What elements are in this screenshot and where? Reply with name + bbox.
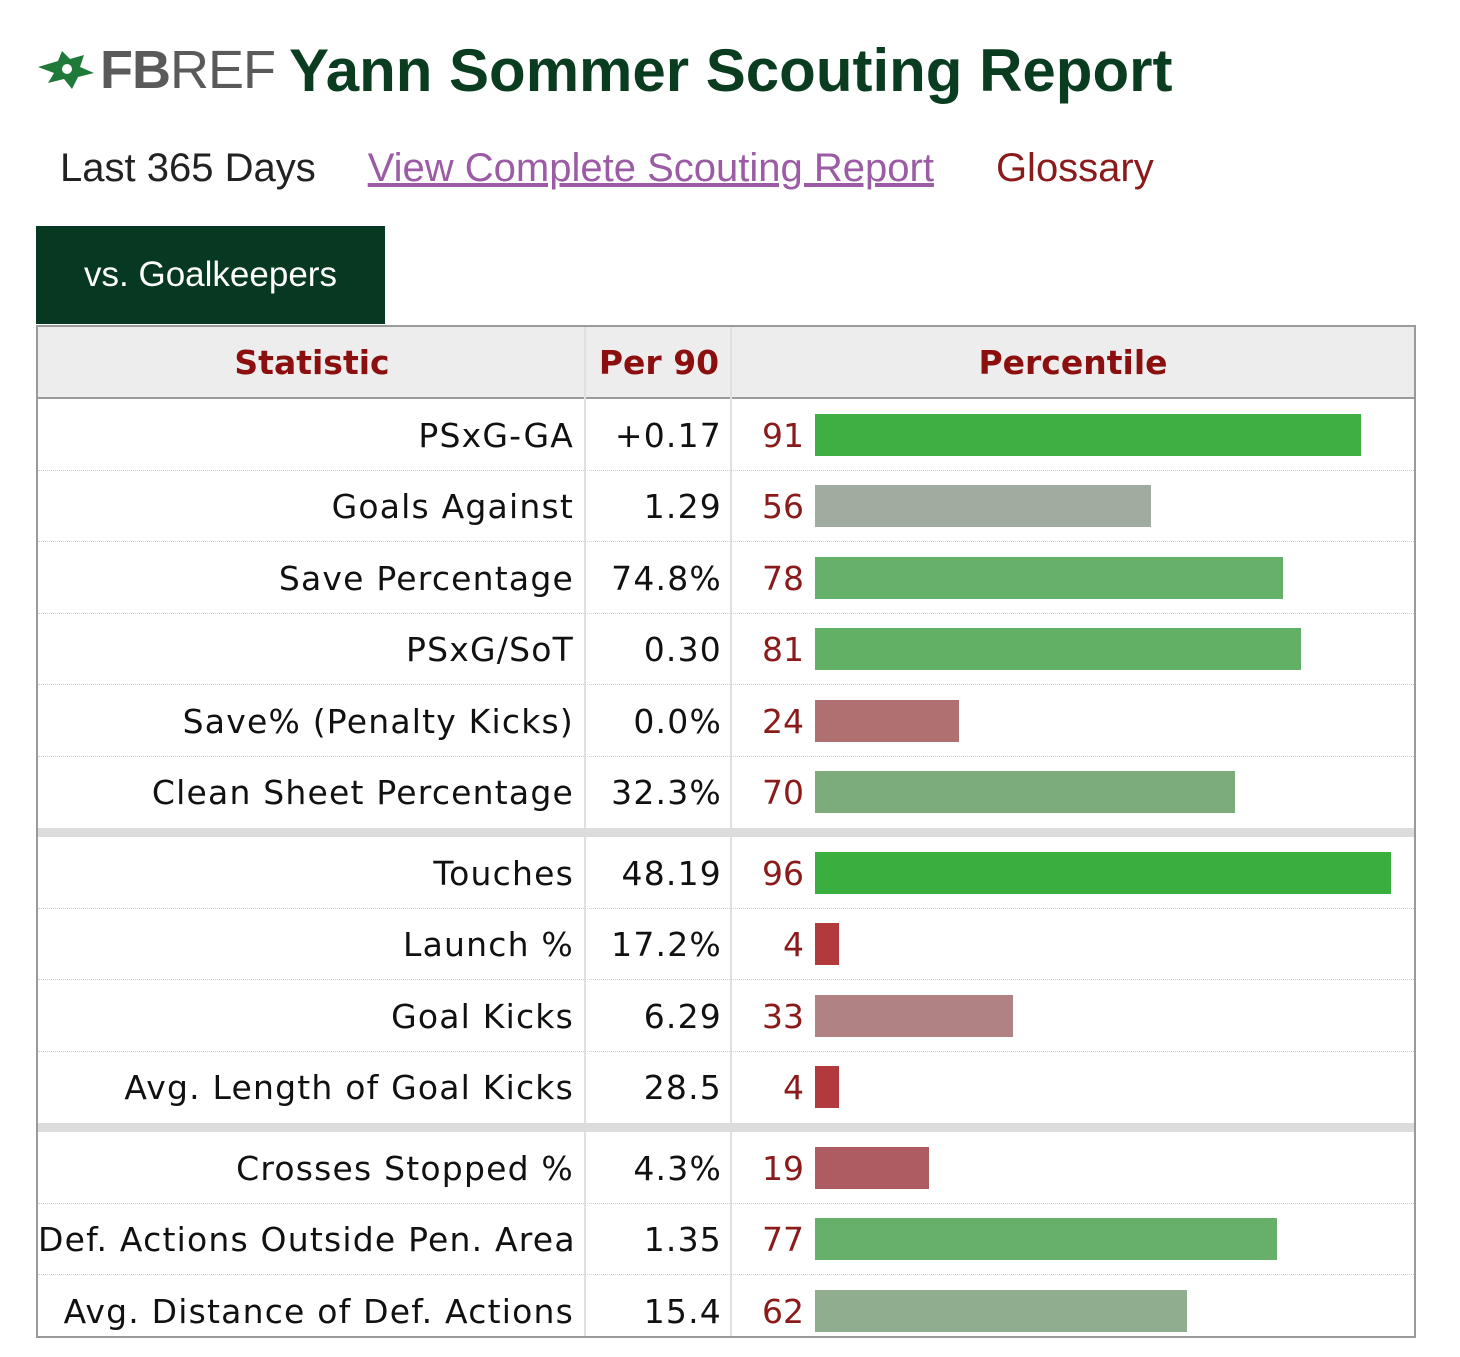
period-label: Last 365 Days [60,145,316,190]
percentile-value: 33 [762,996,804,1036]
percentile-value: 4 [783,925,804,965]
fbref-logo[interactable]: FBREF [36,35,276,105]
percentile-bar [815,556,1283,599]
per90-value: 4.3% [633,1148,722,1188]
stat-name[interactable]: PSxG-GA [418,415,574,455]
percentile-value: 78 [762,558,804,598]
stat-name[interactable]: Avg. Distance of Def. Actions [63,1291,574,1331]
row-divider [38,612,1414,614]
stat-name[interactable]: Touches [433,853,574,893]
per90-value: 0.30 [643,630,722,670]
stat-name[interactable]: Save% (Penalty Kicks) [182,701,574,741]
table-row: Save% (Penalty Kicks) 0.0% 24 [38,685,1414,757]
table-row: Crosses Stopped % 4.3% 19 [38,1132,1414,1204]
row-divider [38,755,1414,757]
table-row: Goals Against 1.29 56 [38,471,1414,542]
percentile-value: 96 [762,853,804,893]
row-divider [38,907,1414,909]
stat-name[interactable]: Goals Against [331,487,574,527]
stat-name[interactable]: Clean Sheet Percentage [151,773,574,813]
stat-name[interactable]: Goal Kicks [391,996,574,1036]
table-row: Launch % 17.2% 4 [38,909,1414,980]
per90-value: 1.29 [643,487,722,527]
percentile-bar [815,994,1013,1037]
stat-name[interactable]: Crosses Stopped % [236,1148,574,1188]
header: FBREF Yann Sommer Scouting Report [36,30,1172,110]
column-header-statistic: Statistic [234,342,390,382]
percentile-bar [815,485,1151,528]
row-divider [38,979,1414,980]
column-header-per90: Per 90 [598,342,720,382]
percentile-bar [815,771,1235,814]
percentile-bar [815,851,1391,894]
per90-value: 1.35 [643,1220,722,1260]
percentile-bar [815,413,1361,456]
percentile-value: 19 [762,1148,804,1188]
row-divider [38,684,1414,685]
table-header: Statistic Per 90 Percentile [38,327,1414,399]
stat-name[interactable]: Def. Actions Outside Pen. Area [38,1220,576,1260]
table-row: Touches 48.19 96 [38,837,1414,909]
scouting-table: Statistic Per 90 Percentile PSxG-GA +0.17… [36,325,1416,1338]
percentile-bar [815,1218,1277,1261]
percentile-bar [815,923,839,966]
percentile-bar [815,699,959,742]
tab-vs-goalkeepers[interactable]: vs. Goalkeepers [36,226,385,324]
table-row: PSxG-GA +0.17 91 [38,399,1414,471]
percentile-value: 77 [762,1220,804,1260]
percentile-value: 4 [783,1068,804,1108]
stat-name[interactable]: PSxG/SoT [406,630,574,670]
per90-value: 17.2% [611,925,722,965]
per90-value: 28.5 [643,1068,722,1108]
column-header-percentile: Percentile [978,342,1168,382]
logo-fb-text: FB [100,40,171,100]
stat-name[interactable]: Avg. Length of Goal Kicks [124,1068,574,1108]
per90-value: 74.8% [611,558,722,598]
percentile-value: 24 [762,701,804,741]
table-row: Clean Sheet Percentage 32.3% 70 [38,757,1414,829]
row-divider [38,1202,1414,1204]
table-row: Goal Kicks 6.29 33 [38,980,1414,1052]
fbref-logo-icon [38,51,94,89]
percentile-value: 81 [762,630,804,670]
page-title: Yann Sommer Scouting Report [288,36,1173,104]
percentile-value: 56 [762,487,804,527]
per90-value: 6.29 [643,996,722,1036]
logo-wordmark: FBREF [100,40,276,100]
percentile-bar [815,1066,839,1109]
table-row: Def. Actions Outside Pen. Area 1.35 77 [38,1204,1414,1275]
table-row: Avg. Distance of Def. Actions 15.4 62 [38,1275,1414,1347]
per90-value: 15.4 [643,1291,722,1331]
percentile-value: 62 [762,1291,804,1331]
group-separator [38,1123,1414,1132]
glossary-link[interactable]: Glossary [995,145,1154,190]
percentile-bar [815,1289,1187,1332]
per90-value: +0.17 [614,415,722,455]
row-divider [38,469,1414,471]
group-separator [38,828,1414,837]
table-row: Save Percentage 74.8% 78 [38,542,1414,614]
percentile-value: 91 [762,415,804,455]
table-row: PSxG/SoT 0.30 81 [38,614,1414,685]
logo-ref-text: REF [169,40,276,100]
percentile-bar [815,1146,929,1189]
table-row: Avg. Length of Goal Kicks 28.5 4 [38,1052,1414,1124]
percentile-bar [815,628,1301,671]
stat-name[interactable]: Save Percentage [278,558,574,598]
per90-value: 48.19 [621,853,722,893]
row-divider [38,1274,1414,1275]
subnav: Last 365 Days View Complete Scouting Rep… [60,140,1154,196]
complete-report-link[interactable]: View Complete Scouting Report [367,145,934,190]
stat-name[interactable]: Launch % [403,925,574,965]
per90-value: 0.0% [633,701,722,741]
row-divider [38,541,1414,542]
per90-value: 32.3% [611,773,722,813]
percentile-value: 70 [762,773,804,813]
row-divider [38,1050,1414,1052]
